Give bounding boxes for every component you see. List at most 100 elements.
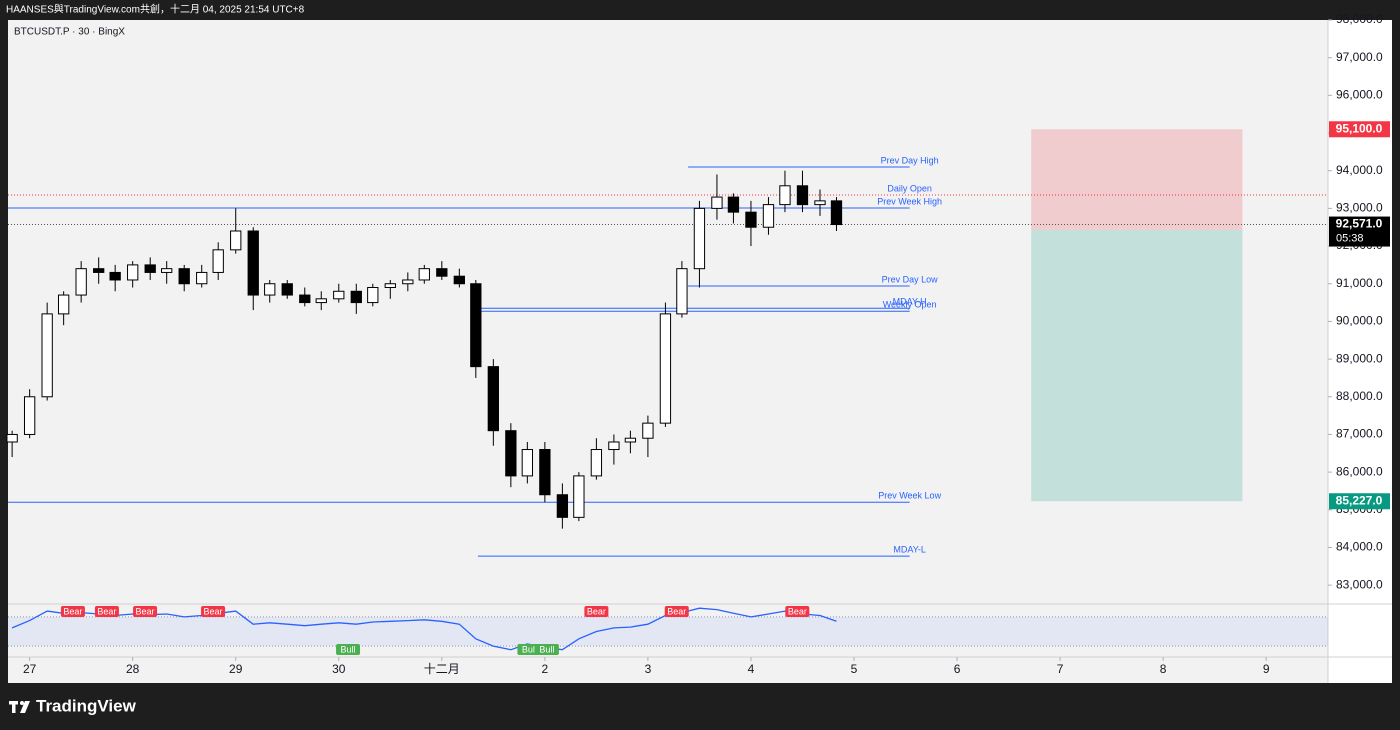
y-tick-label: 93,000.0 [1336, 201, 1383, 215]
level-label: Prev Day High [881, 155, 939, 165]
x-tick-label: 十二月 [424, 662, 460, 676]
candle-body [642, 422, 654, 439]
x-tick-label: 28 [126, 662, 140, 676]
candle-body [814, 200, 826, 206]
level-label: Prev Week Low [878, 491, 941, 501]
candle-body [418, 268, 430, 281]
candle-body [161, 268, 173, 273]
candle-body [590, 449, 603, 477]
candle-body [144, 264, 156, 273]
level-label: Weekly Open [883, 300, 937, 310]
candle-body [299, 294, 311, 304]
candle-body [745, 211, 757, 228]
signal-badge [584, 606, 609, 617]
candle-body [624, 437, 637, 443]
candle-body [830, 200, 843, 226]
level-label: Prev Day Low [882, 274, 939, 284]
target-zone [1031, 229, 1243, 502]
level-label: MDAY-L [893, 545, 926, 555]
candle-body [247, 230, 259, 296]
candle-body [762, 204, 775, 228]
candle-body [573, 475, 585, 518]
y-tick-label: 86,000.0 [1336, 464, 1383, 478]
target-tag-label: 85,227.0 [1336, 493, 1383, 507]
signal-label: Bull [341, 644, 356, 654]
candle-body [487, 366, 499, 432]
y-tick-label: 97,000.0 [1336, 50, 1383, 64]
signal-label: Bear [97, 606, 116, 616]
level-label: MDAY-H [893, 297, 927, 307]
stop-tag-label: 95,100.0 [1336, 121, 1383, 135]
x-tick-label: 3 [645, 662, 652, 676]
candle-body [796, 185, 809, 206]
signal-label: Bear [788, 606, 807, 616]
candle-body [539, 449, 551, 496]
signal-badge [785, 606, 810, 617]
candle-body [436, 268, 448, 277]
candle-body [727, 196, 740, 213]
level-label: Daily Open [887, 183, 932, 193]
candle-body [178, 268, 190, 285]
candle-body [470, 283, 482, 368]
candle-body [367, 287, 379, 304]
countdown: 05:38 [1336, 232, 1364, 244]
signal-badge [336, 644, 361, 655]
y-tick-label: 94,000.0 [1336, 163, 1383, 177]
x-tick-label: 8 [1160, 662, 1167, 676]
level-label: Prev Week High [877, 196, 942, 206]
candle-body [230, 230, 242, 251]
x-tick-label: 27 [23, 662, 37, 676]
y-tick-label: 98,000.0 [1336, 12, 1383, 26]
y-tick-label: 89,000.0 [1336, 351, 1383, 365]
candle-body [779, 185, 791, 206]
y-tick-label: 91,000.0 [1336, 276, 1383, 290]
candle-body [676, 268, 688, 315]
candle-body [109, 271, 121, 281]
signal-label: Bull [522, 644, 537, 654]
candle-body [350, 290, 362, 304]
last-price-tag-label: 92,571.0 [1336, 217, 1383, 231]
signal-label: Bear [136, 606, 155, 616]
signal-label: Bear [204, 606, 223, 616]
candle-body [402, 279, 414, 285]
candle-body [196, 271, 208, 285]
y-tick-label: 88,000.0 [1336, 389, 1383, 403]
x-tick-label: 7 [1057, 662, 1064, 676]
candle-body [505, 430, 517, 477]
y-tick-label: 83,000.0 [1336, 577, 1383, 591]
candle-body [659, 313, 672, 424]
candle-body [711, 196, 723, 209]
candle-body [384, 283, 396, 289]
target-tag [1329, 493, 1390, 510]
candle-body [608, 441, 620, 451]
signal-label: Bear [63, 606, 82, 616]
y-tick-label: 90,000.0 [1336, 314, 1383, 328]
signal-badge [201, 606, 226, 617]
x-tick-label: 30 [332, 662, 346, 676]
signal-badge [60, 606, 85, 617]
candle-body [93, 268, 105, 273]
rsi-band-fill [8, 616, 1328, 647]
signal-badge [94, 606, 119, 617]
signal-badge [133, 606, 158, 617]
x-tick-label: 5 [851, 662, 858, 676]
y-tick-label: 84,000.0 [1336, 540, 1383, 554]
signal-label: Bear [587, 606, 606, 616]
tv-logo [9, 701, 30, 713]
x-tick-label: 6 [954, 662, 961, 676]
candle-body [212, 249, 224, 273]
candle-body [333, 290, 345, 300]
candle-body [315, 298, 327, 304]
y-tick-label: 96,000.0 [1336, 88, 1383, 102]
plot-background [8, 20, 1392, 683]
x-tick-label: 9 [1263, 662, 1270, 676]
candle-body [23, 396, 36, 435]
symbol-title: BTCUSDT.P · 30 · BingX [14, 27, 125, 38]
stop-zone [1031, 129, 1243, 230]
candle-body [693, 207, 706, 270]
header-text: HAANSES與TradingView.com共創，十二月 04, 2025 2… [6, 3, 305, 16]
x-tick-label: 2 [542, 662, 549, 676]
last-price-tag [1329, 216, 1390, 247]
